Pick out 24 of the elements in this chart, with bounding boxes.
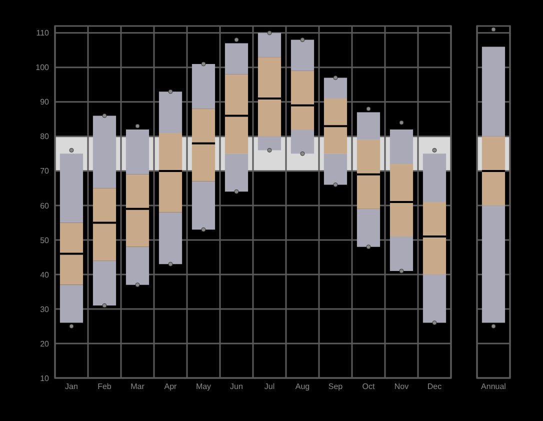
y-tick-label: 90 [40,98,50,107]
x-tick-label: Mar [130,382,145,391]
x-tick-label: Oct [362,382,376,391]
y-tick-label: 30 [40,304,50,314]
y-tick-label: 10 [40,374,50,383]
x-tick-label: May [196,382,212,391]
y-tick-label: 20 [40,339,50,348]
x-tick-label: Jan [65,382,78,391]
x-tick-label: Sep [328,382,344,391]
y-tick-label: 60 [40,201,50,210]
x-tick-label: Jul [264,382,275,391]
x-tick-label: Apr [164,382,178,391]
x-tick-label: Dec [427,382,442,391]
x-tick-label: Annual [481,382,506,391]
x-tick-label: Feb [98,382,112,391]
y-tick-label: 40 [40,270,50,280]
y-tick-label: 80 [40,132,50,142]
x-tick-label: Jun [230,382,243,391]
y-tick-label: 50 [40,236,50,245]
y-tick-label: 100 [36,63,50,72]
x-tick-label: Nov [394,382,409,391]
y-tick-label: 70 [40,166,50,176]
x-tick-label: Aug [295,382,310,391]
y-tick-label: 110 [36,28,50,38]
